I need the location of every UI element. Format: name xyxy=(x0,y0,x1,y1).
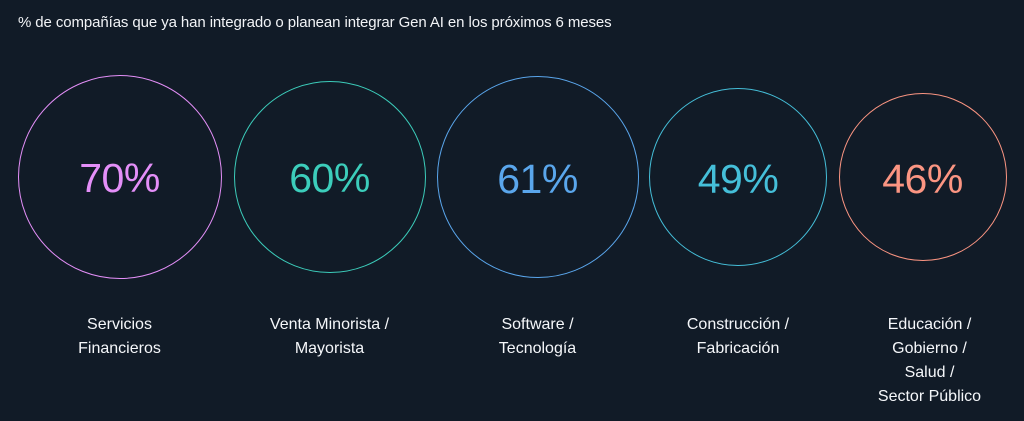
value-label: 61% xyxy=(497,155,578,202)
bubble-construccion-fabricacion: 49% xyxy=(649,88,827,266)
bubble-educacion-gobierno-salud-sector-publico: 46% xyxy=(838,93,1007,261)
category-label: Venta Minorista / Mayorista xyxy=(269,316,390,357)
value-label: 60% xyxy=(289,155,370,201)
bubble-servicios-financieros: 70% xyxy=(17,74,222,279)
category-label: Construcción / Fabricación xyxy=(686,316,790,357)
value-label: 70% xyxy=(79,155,160,201)
category-label: Software / Tecnología xyxy=(498,316,577,357)
value-label: 46% xyxy=(882,155,963,202)
chart-title: % de compañías que ya han integrado o pl… xyxy=(18,14,612,31)
bubble-venta-minorista: 60% xyxy=(233,80,426,273)
bubble-software-tecnologia: 61% xyxy=(436,76,639,278)
value-label: 49% xyxy=(697,155,779,202)
category-label: Servicios Financieros xyxy=(78,316,161,357)
category-label: Educación / Gobierno / Salud / Sector Pú… xyxy=(877,316,982,405)
